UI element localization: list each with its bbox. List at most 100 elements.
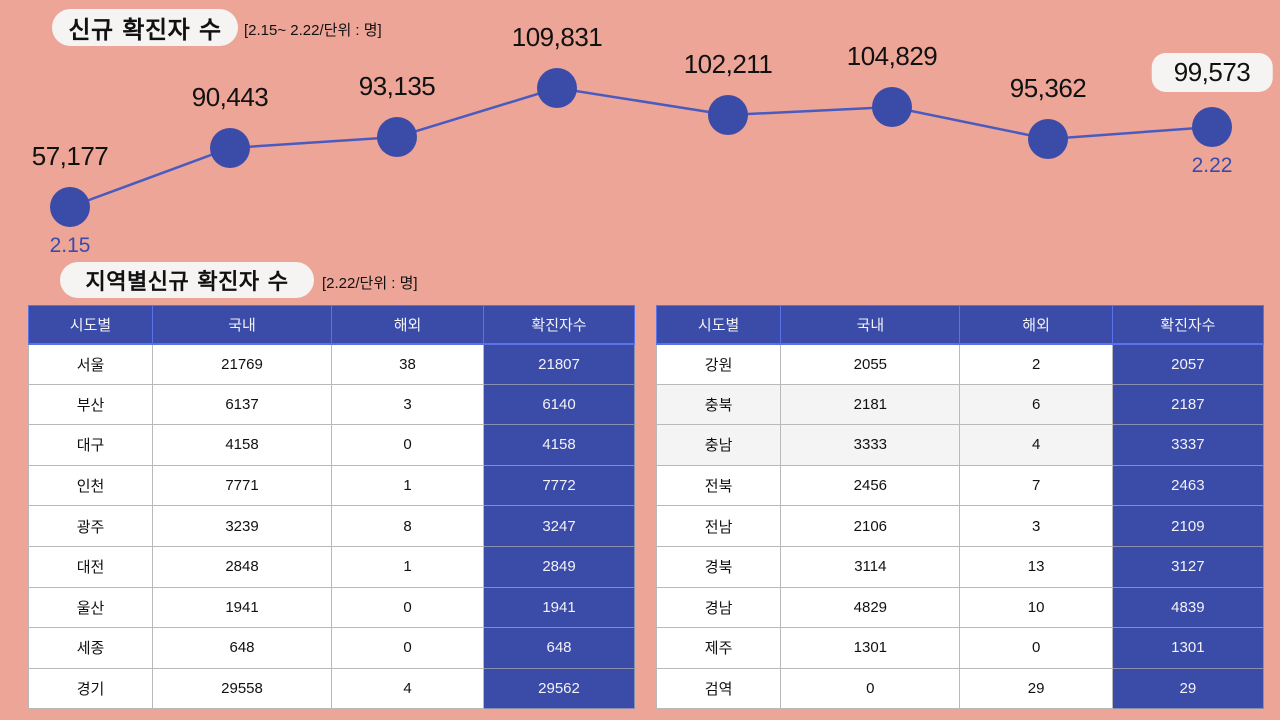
regional-title: 지역별신규 확진자 수 bbox=[60, 262, 314, 298]
column-header-region: 시도별 bbox=[28, 305, 153, 345]
cell-domestic: 6137 bbox=[152, 383, 332, 426]
column-header-overseas: 해외 bbox=[959, 305, 1113, 345]
table-row: 경남 4829 10 4839 bbox=[655, 586, 1265, 629]
cell-region: 경남 bbox=[655, 586, 782, 629]
series-line bbox=[69, 86, 1213, 209]
table-row: 세종 648 0 648 bbox=[28, 627, 635, 669]
data-point bbox=[708, 95, 748, 135]
cell-total: 4158 bbox=[483, 424, 635, 466]
cell-region: 충남 bbox=[655, 424, 782, 466]
table-row: 경북 3114 13 3127 bbox=[655, 545, 1265, 588]
cell-domestic: 2456 bbox=[780, 464, 961, 507]
cell-overseas: 0 bbox=[331, 586, 484, 629]
cell-overseas: 3 bbox=[959, 505, 1113, 547]
cell-total: 2187 bbox=[1111, 383, 1265, 426]
data-point bbox=[1028, 119, 1068, 159]
cell-total: 648 bbox=[483, 627, 635, 669]
cell-domestic: 2181 bbox=[780, 383, 961, 426]
table-header-row: 시도별 국내 해외 확진자수 bbox=[655, 305, 1265, 345]
data-point bbox=[872, 87, 912, 127]
table-row: 부산 6137 3 6140 bbox=[28, 383, 635, 426]
column-header-overseas: 해외 bbox=[331, 305, 484, 345]
cell-total: 4839 bbox=[1111, 586, 1265, 629]
cell-total: 2463 bbox=[1111, 464, 1265, 507]
cell-total: 1301 bbox=[1111, 627, 1265, 669]
cell-overseas: 0 bbox=[331, 627, 484, 669]
table-row: 검역 0 29 29 bbox=[655, 667, 1265, 710]
data-point bbox=[210, 128, 250, 168]
cell-overseas: 3 bbox=[331, 383, 484, 426]
table-row: 서울 21769 38 21807 bbox=[28, 343, 635, 385]
cell-domestic: 4158 bbox=[152, 424, 332, 466]
cell-overseas: 38 bbox=[331, 343, 484, 385]
cell-domestic: 2848 bbox=[152, 545, 332, 588]
cell-total: 3247 bbox=[483, 505, 635, 547]
table-row: 충북 2181 6 2187 bbox=[655, 383, 1265, 426]
cell-region: 경기 bbox=[28, 667, 153, 710]
cell-domestic: 29558 bbox=[152, 667, 332, 710]
table-row: 광주 3239 8 3247 bbox=[28, 505, 635, 547]
line-chart: 57,177 2.15 90,443 93,135 109,831 102,211 104,… bbox=[0, 0, 1280, 260]
cell-total: 29562 bbox=[483, 667, 635, 710]
data-point bbox=[1192, 107, 1232, 147]
data-label: 109,831 bbox=[511, 22, 603, 52]
cell-overseas: 4 bbox=[331, 667, 484, 710]
x-axis-label: 2.15 bbox=[49, 234, 91, 257]
cell-region: 부산 bbox=[28, 383, 153, 426]
cell-overseas: 8 bbox=[331, 505, 484, 547]
cell-domestic: 1941 bbox=[152, 586, 332, 629]
data-label: 102,211 bbox=[683, 49, 773, 79]
x-axis-label: 2.22 bbox=[1191, 154, 1233, 177]
regional-subtitle: [2.22/단위 : 명] bbox=[322, 275, 418, 292]
cell-domestic: 2055 bbox=[780, 343, 961, 385]
cell-region: 대전 bbox=[28, 545, 153, 588]
column-header-total: 확진자수 bbox=[483, 305, 635, 345]
cell-domestic: 4829 bbox=[780, 586, 961, 629]
cell-total: 29 bbox=[1111, 667, 1265, 710]
cell-overseas: 13 bbox=[959, 545, 1113, 588]
cell-region: 전북 bbox=[655, 464, 782, 507]
cell-total: 3127 bbox=[1111, 545, 1265, 588]
cell-region: 검역 bbox=[655, 667, 782, 710]
cell-domestic: 7771 bbox=[152, 464, 332, 507]
table-row: 충남 3333 4 3337 bbox=[655, 424, 1265, 466]
data-label: 93,135 bbox=[358, 71, 436, 101]
cell-overseas: 4 bbox=[959, 424, 1113, 466]
table-row: 제주 1301 0 1301 bbox=[655, 627, 1265, 669]
cell-domestic: 648 bbox=[152, 627, 332, 669]
cell-overseas: 7 bbox=[959, 464, 1113, 507]
cell-overseas: 29 bbox=[959, 667, 1113, 710]
chart-title: 신규 확진자 수 bbox=[52, 9, 238, 46]
cell-domestic: 1301 bbox=[780, 627, 961, 669]
table-row: 강원 2055 2 2057 bbox=[655, 343, 1265, 385]
chart-subtitle: [2.15~ 2.22/단위 : 명] bbox=[244, 22, 382, 39]
table-row: 울산 1941 0 1941 bbox=[28, 586, 635, 629]
data-label: 99,573 bbox=[1151, 53, 1273, 92]
column-header-total: 확진자수 bbox=[1111, 305, 1265, 345]
table-row: 대전 2848 1 2849 bbox=[28, 545, 635, 588]
cell-overseas: 6 bbox=[959, 383, 1113, 426]
data-label: 90,443 bbox=[191, 82, 269, 112]
cell-domestic: 3239 bbox=[152, 505, 332, 547]
table-row: 전남 2106 3 2109 bbox=[655, 505, 1265, 547]
column-header-region: 시도별 bbox=[655, 305, 782, 345]
column-header-domestic: 국내 bbox=[152, 305, 332, 345]
cell-overseas: 2 bbox=[959, 343, 1113, 385]
data-label: 57,177 bbox=[31, 141, 109, 171]
cell-overseas: 1 bbox=[331, 545, 484, 588]
cell-region: 울산 bbox=[28, 586, 153, 629]
cell-domestic: 21769 bbox=[152, 343, 332, 385]
column-header-domestic: 국내 bbox=[780, 305, 961, 345]
cell-region: 충북 bbox=[655, 383, 782, 426]
cell-total: 2109 bbox=[1111, 505, 1265, 547]
cell-total: 7772 bbox=[483, 464, 635, 507]
data-point bbox=[50, 187, 90, 227]
cell-total: 2057 bbox=[1111, 343, 1265, 385]
table-row: 경기 29558 4 29562 bbox=[28, 667, 635, 710]
line-chart-plot bbox=[50, 68, 1232, 227]
cell-total: 2849 bbox=[483, 545, 635, 588]
cell-total: 21807 bbox=[483, 343, 635, 385]
cell-region: 강원 bbox=[655, 343, 782, 385]
data-label: 95,362 bbox=[1009, 73, 1087, 103]
cell-overseas: 0 bbox=[959, 627, 1113, 669]
